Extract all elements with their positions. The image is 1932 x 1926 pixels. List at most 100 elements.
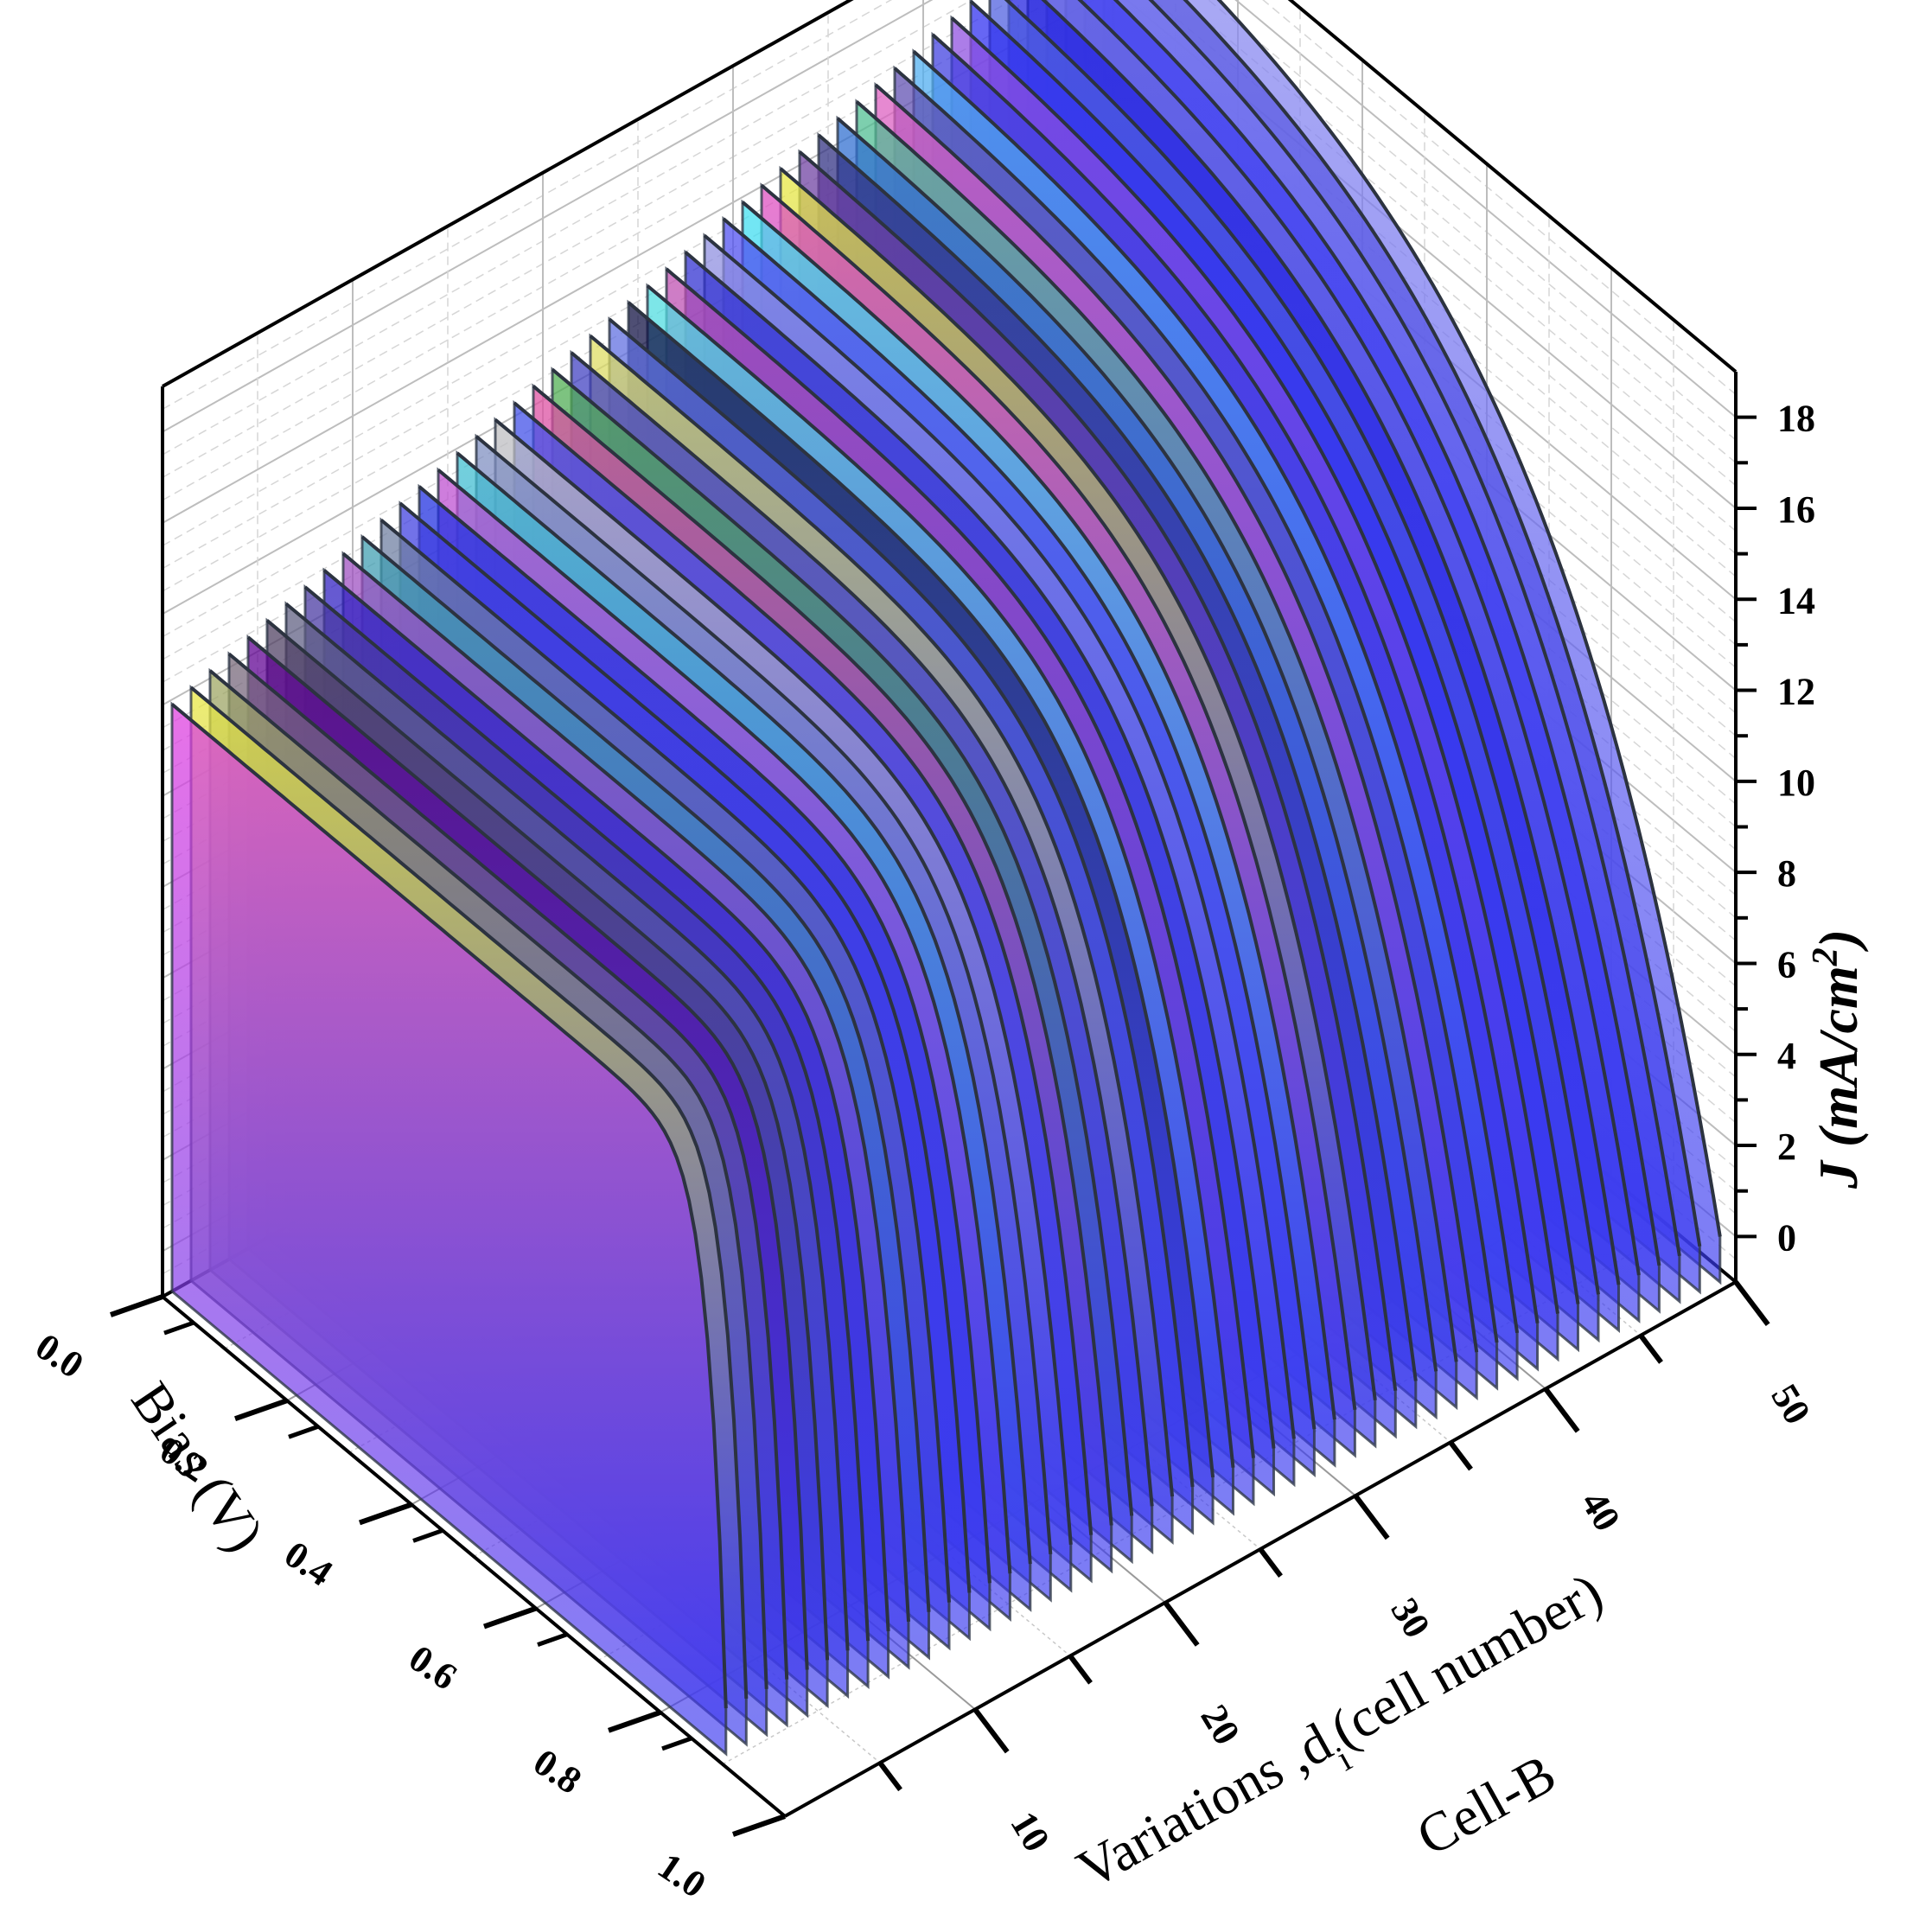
series-line-20	[532, 385, 1113, 1526]
series-line-33	[779, 167, 1377, 1401]
x-minor-tick	[288, 1424, 319, 1439]
series-line-10	[341, 552, 910, 1623]
series-line-29	[703, 233, 1296, 1439]
series-line-44	[1004, 0, 1600, 1295]
x-tick-label: 0.8	[526, 1740, 589, 1802]
y-tick-label: 20	[1192, 1698, 1248, 1752]
series-line-2	[189, 686, 749, 1699]
y-axis-title-main: Variations ,d	[1067, 1711, 1341, 1900]
x-axis-title: Bias (V)	[119, 1371, 276, 1562]
y-axis-title: Variations ,di(cell number)	[1067, 1561, 1620, 1915]
back-wall-gridline	[162, 33, 1114, 570]
z-tick-label: 12	[1777, 671, 1815, 713]
series-line-42	[950, 16, 1559, 1314]
y-tick-label: 50	[1763, 1377, 1819, 1432]
x-tick-label: 0.6	[401, 1636, 464, 1698]
series-line-9	[322, 569, 890, 1632]
series-line-18	[494, 418, 1073, 1545]
series-line-47	[1113, 0, 1661, 1266]
series-line-30	[722, 217, 1317, 1430]
series-line-49	[1183, 0, 1702, 1247]
series-line-23	[589, 335, 1175, 1497]
z-tick-label: 2	[1777, 1126, 1796, 1168]
y-tick-label: 40	[1572, 1484, 1629, 1539]
series-line-31	[741, 201, 1336, 1420]
series-line-22	[570, 351, 1154, 1507]
series-line-11	[360, 535, 931, 1612]
series-line-26	[646, 284, 1235, 1468]
series-line-24	[608, 317, 1195, 1488]
series-line-14	[418, 485, 992, 1584]
y-tick	[1733, 1280, 1770, 1327]
series-line-21	[551, 367, 1134, 1516]
x-tick	[608, 1709, 661, 1733]
y-tick	[1543, 1387, 1580, 1433]
z-tick-label: 8	[1777, 852, 1796, 895]
z-axis-title-prefix: J (mA/cm	[1808, 966, 1869, 1189]
x-tick-label: 0.0	[28, 1325, 91, 1387]
series-line-32	[760, 183, 1357, 1411]
series-line-7	[284, 602, 850, 1651]
series-line-4	[227, 652, 789, 1680]
z-tick-label: 10	[1777, 762, 1815, 804]
x-tick-label: 0.4	[277, 1533, 340, 1594]
axis-box-edge	[1287, 0, 1738, 373]
axis-box-edge	[162, 0, 854, 388]
series-line-16	[456, 451, 1032, 1565]
series-line-41	[931, 33, 1540, 1323]
x-minor-tick	[412, 1528, 443, 1543]
x-tick	[483, 1605, 537, 1629]
series-line-8	[303, 585, 870, 1642]
y-minor-tick	[877, 1761, 902, 1792]
series-line-46	[1077, 0, 1641, 1276]
z-tick-label: 16	[1777, 488, 1815, 531]
series-line-43	[969, 0, 1580, 1304]
series-line-6	[265, 619, 830, 1661]
y-minor-tick	[1068, 1654, 1093, 1685]
series-line-19	[513, 401, 1094, 1535]
right-wall-gridline	[1208, 0, 1737, 441]
series-line-13	[399, 501, 972, 1593]
series-layer	[170, 0, 1722, 1757]
x-tick	[110, 1294, 163, 1317]
x-minor-tick	[661, 1736, 692, 1751]
series-line-50	[1216, 0, 1722, 1237]
series-line-17	[475, 435, 1053, 1555]
x-minor-tick	[163, 1320, 194, 1336]
x-minor-tick	[537, 1632, 568, 1648]
z-tick-label: 14	[1777, 579, 1815, 622]
series-line-1	[170, 703, 728, 1709]
series-line-3	[208, 669, 768, 1689]
y-tick-label: 10	[1002, 1804, 1058, 1859]
z-axis-title: J (mA/cm2)	[1806, 929, 1869, 1189]
series-line-38	[874, 83, 1479, 1353]
series-line-39	[893, 67, 1499, 1343]
series-line-40	[912, 50, 1520, 1334]
y-axis-title-line2: Cell-B	[1406, 1742, 1565, 1867]
x-tick	[732, 1814, 786, 1837]
series-line-35	[817, 133, 1418, 1381]
y-tick	[1163, 1600, 1200, 1647]
y-tick	[972, 1707, 1010, 1754]
z-tick-label: 0	[1777, 1216, 1796, 1259]
y-tick	[1353, 1494, 1390, 1540]
series-line-15	[437, 469, 1012, 1574]
series-line-5	[246, 635, 809, 1670]
x-tick	[359, 1502, 412, 1526]
series-line-37	[855, 100, 1458, 1362]
series-line-36	[836, 117, 1438, 1372]
back-wall-gridline	[162, 0, 973, 456]
z-tick-label: 18	[1777, 398, 1815, 440]
y-minor-tick	[1448, 1440, 1473, 1471]
series-line-48	[1148, 0, 1681, 1257]
y-minor-tick	[1638, 1333, 1663, 1364]
x-tick	[234, 1398, 288, 1422]
z-axis-title-suffix: )	[1808, 929, 1869, 952]
y-axis-title-rest: (cell number)	[1321, 1561, 1612, 1760]
y-minor-tick	[1258, 1547, 1283, 1578]
z-tick-label: 4	[1777, 1035, 1796, 1077]
y-tick-label: 30	[1382, 1591, 1438, 1645]
series-line-12	[379, 519, 951, 1603]
z-axis-title-sup: 2	[1806, 947, 1846, 966]
